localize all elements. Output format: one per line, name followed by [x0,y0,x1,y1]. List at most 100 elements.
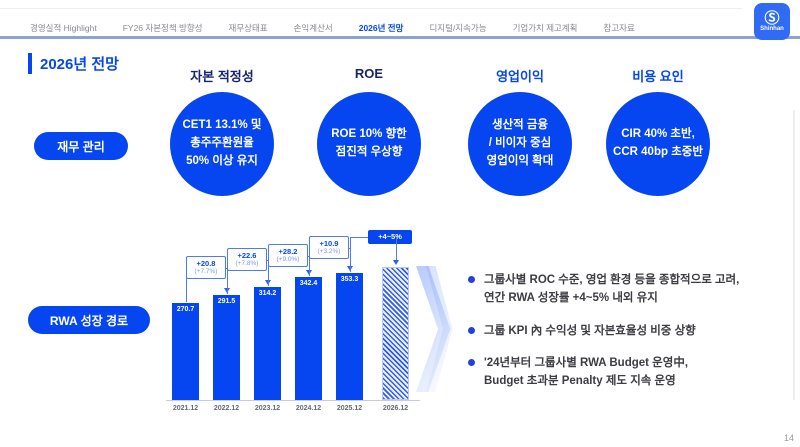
bar-value-label: 353.3 [340,275,359,283]
page-number: 14 [783,433,794,443]
circle-text-line: 영업이익 확대 [486,154,554,167]
rwa-bar-chart: 270.7 2021.12 291.5 2022.12 314.2 2023.12 342.… [162,226,442,426]
bar-value-label: 291.5 [217,298,236,306]
rwa-bullet-list: 그룹사별 ROC 수준, 영업 환경 등을 종합적으로 고려, 연간 RWA 성장… [468,272,788,406]
shinhan-logo-icon: Ⓢ [764,9,780,27]
top-divider [0,8,742,9]
growth-annotation-3: +10.9 (+3.2%) [309,236,349,259]
bar-2021.12 [172,302,199,400]
page-title-block: 2026년 전망 [28,53,119,74]
bullet-item-1: 그룹 KPI 內 수익성 및 자본효율성 비중 상향 [468,323,788,341]
annotation-pct: (+7.8%) [235,260,259,268]
annotation-pct: (+3.2%) [317,248,341,256]
shinhan-logo-text: Shinhan [760,25,784,32]
growth-annotation-0: +20.8 (+7.7%) [186,256,226,279]
circle-text-line: 점진적 우상향 [335,146,403,158]
x-tick-label: 2024.12 [295,405,322,412]
bar-2024.12 [295,276,322,400]
bullet-text-line: Budget 초과분 Penalty 제도 지속 운영 [484,375,676,388]
bullet-text: 그룹사별 ROC 수준, 영업 환경 등을 종합적으로 고려, 연간 RWA 성장… [484,272,739,308]
bullet-text: 그룹 KPI 內 수익성 및 자본효율성 비중 상향 [484,323,696,341]
annotation-connector [185,267,187,302]
bar-value-label: 314.2 [258,289,277,297]
bullet-item-2: '24년부터 그룹사별 RWA Budget 운영中, Budget 초과분 Pe… [468,355,788,391]
bullet-item-0: 그룹사별 ROC 수준, 영업 환경 등을 종합적으로 고려, 연간 RWA 성장… [468,272,788,308]
annotation-connector [395,237,397,261]
finance-circle-3: CIR 40% 초반, CCR 40bp 초중반 [606,92,710,196]
bullet-text-line: '24년부터 그룹사별 RWA Budget 운영中, [484,357,689,370]
circle-text-line: CIR 40% 초반, [621,128,695,141]
growth-annotation-2: +28.2 (+9.0%) [268,244,308,267]
x-axis [166,400,420,401]
annotation-connector [267,259,268,261]
bar-2022.12 [213,295,240,400]
top-nav: 경영실적 Highlight FY26 자본정책 방향성 재무상태표 손익계산서 202… [30,22,635,34]
chevron-right-icon [416,266,460,392]
x-tick-label: 2021.12 [172,405,199,412]
annotation-pct: (+7.7%) [194,268,218,276]
panel-right-edge [793,110,795,400]
circle-header-2: 영업이익 [496,69,544,84]
circle-text-line: 총주주환원율 [190,137,254,150]
bullet-dot-icon [468,276,475,283]
bar-value-label: 270.7 [176,305,195,313]
nav-tab-5[interactable]: 디지털/지속가능 [429,23,487,33]
annotation-delta: +10.9 [319,238,339,248]
annotation-connector [349,237,368,238]
nav-tab-0[interactable]: 경영실적 Highlight [30,23,97,33]
page-title: 2026년 전망 [40,56,119,73]
nav-tab-4[interactable]: 2026년 전망 [358,23,404,33]
annotation-pct: (+9.0%) [276,256,300,264]
bullet-text: '24년부터 그룹사별 RWA Budget 운영中, Budget 초과분 Pe… [484,355,688,391]
circle-text-line: / 비이자 중심 [488,137,552,150]
growth-annotation-4: +4~5% [368,230,412,244]
annotation-connector [226,267,227,269]
nav-tab-6[interactable]: 기업가치 제고계획 [512,23,578,33]
circle-text-line: CCR 40bp 초중반 [613,146,703,158]
circle-text-line: 생산적 금융 [491,119,549,132]
bullet-text-line: 그룹 KPI 內 수익성 및 자본효율성 비중 상향 [484,324,696,337]
nav-tab-7[interactable]: 참고자료 [603,23,635,33]
bar-2025.12 [336,272,363,400]
arrow-down-icon [392,260,399,266]
nav-tab-1[interactable]: FY26 자본정책 방향성 [122,23,203,33]
annotation-connector [267,255,269,286]
nav-underline [0,36,800,39]
annotation-delta: +28.2 [278,246,298,256]
circle-text-line: ROE 10% 향한 [331,128,407,141]
title-accent-bar [28,53,32,74]
x-tick-label: 2022.12 [213,405,240,412]
circle-text-line: 50% 이상 유지 [186,154,258,167]
finance-management-label: 재무 관리 [34,132,128,160]
x-tick-label: 2025.12 [336,405,363,412]
annotation-delta: +20.8 [196,258,216,268]
shinhan-logo: Ⓢ Shinhan [754,3,790,40]
growth-annotation-1: +22.6 (+7.8%) [227,248,267,271]
bullet-text-line: 그룹사별 ROC 수준, 영업 환경 등을 종합적으로 고려, [484,274,740,286]
nav-tab-2[interactable]: 재무상태표 [228,23,268,33]
circle-header-3: 비용 요인 [632,69,684,84]
annotation-delta: +22.6 [237,250,257,260]
bar-2023.12 [254,286,281,400]
x-tick-label: 2026.12 [382,405,409,412]
annotation-connector [226,259,228,295]
rwa-growth-path-label: RWA 성장 경로 [28,306,150,334]
bullet-dot-icon [468,359,475,367]
bullet-text-line: 연간 RWA 성장률 +4~5% 내외 유지 [484,291,658,304]
nav-tab-3[interactable]: 손익계산서 [293,23,333,33]
annotation-connector [349,247,350,249]
annotation-connector [308,247,310,276]
bar-value-label: 342.4 [299,279,318,287]
bullet-dot-icon [468,326,475,334]
annotation-delta: +4~5% [378,232,402,242]
annotation-connector [349,237,351,272]
circle-header-0: 자본 적정성 [190,69,254,84]
annotation-connector [308,255,309,257]
x-tick-label: 2023.12 [254,405,281,412]
bar-projected [382,267,409,400]
circle-text-line: CET1 13.1% 및 [182,119,262,132]
circle-header-1: ROE [354,66,384,81]
